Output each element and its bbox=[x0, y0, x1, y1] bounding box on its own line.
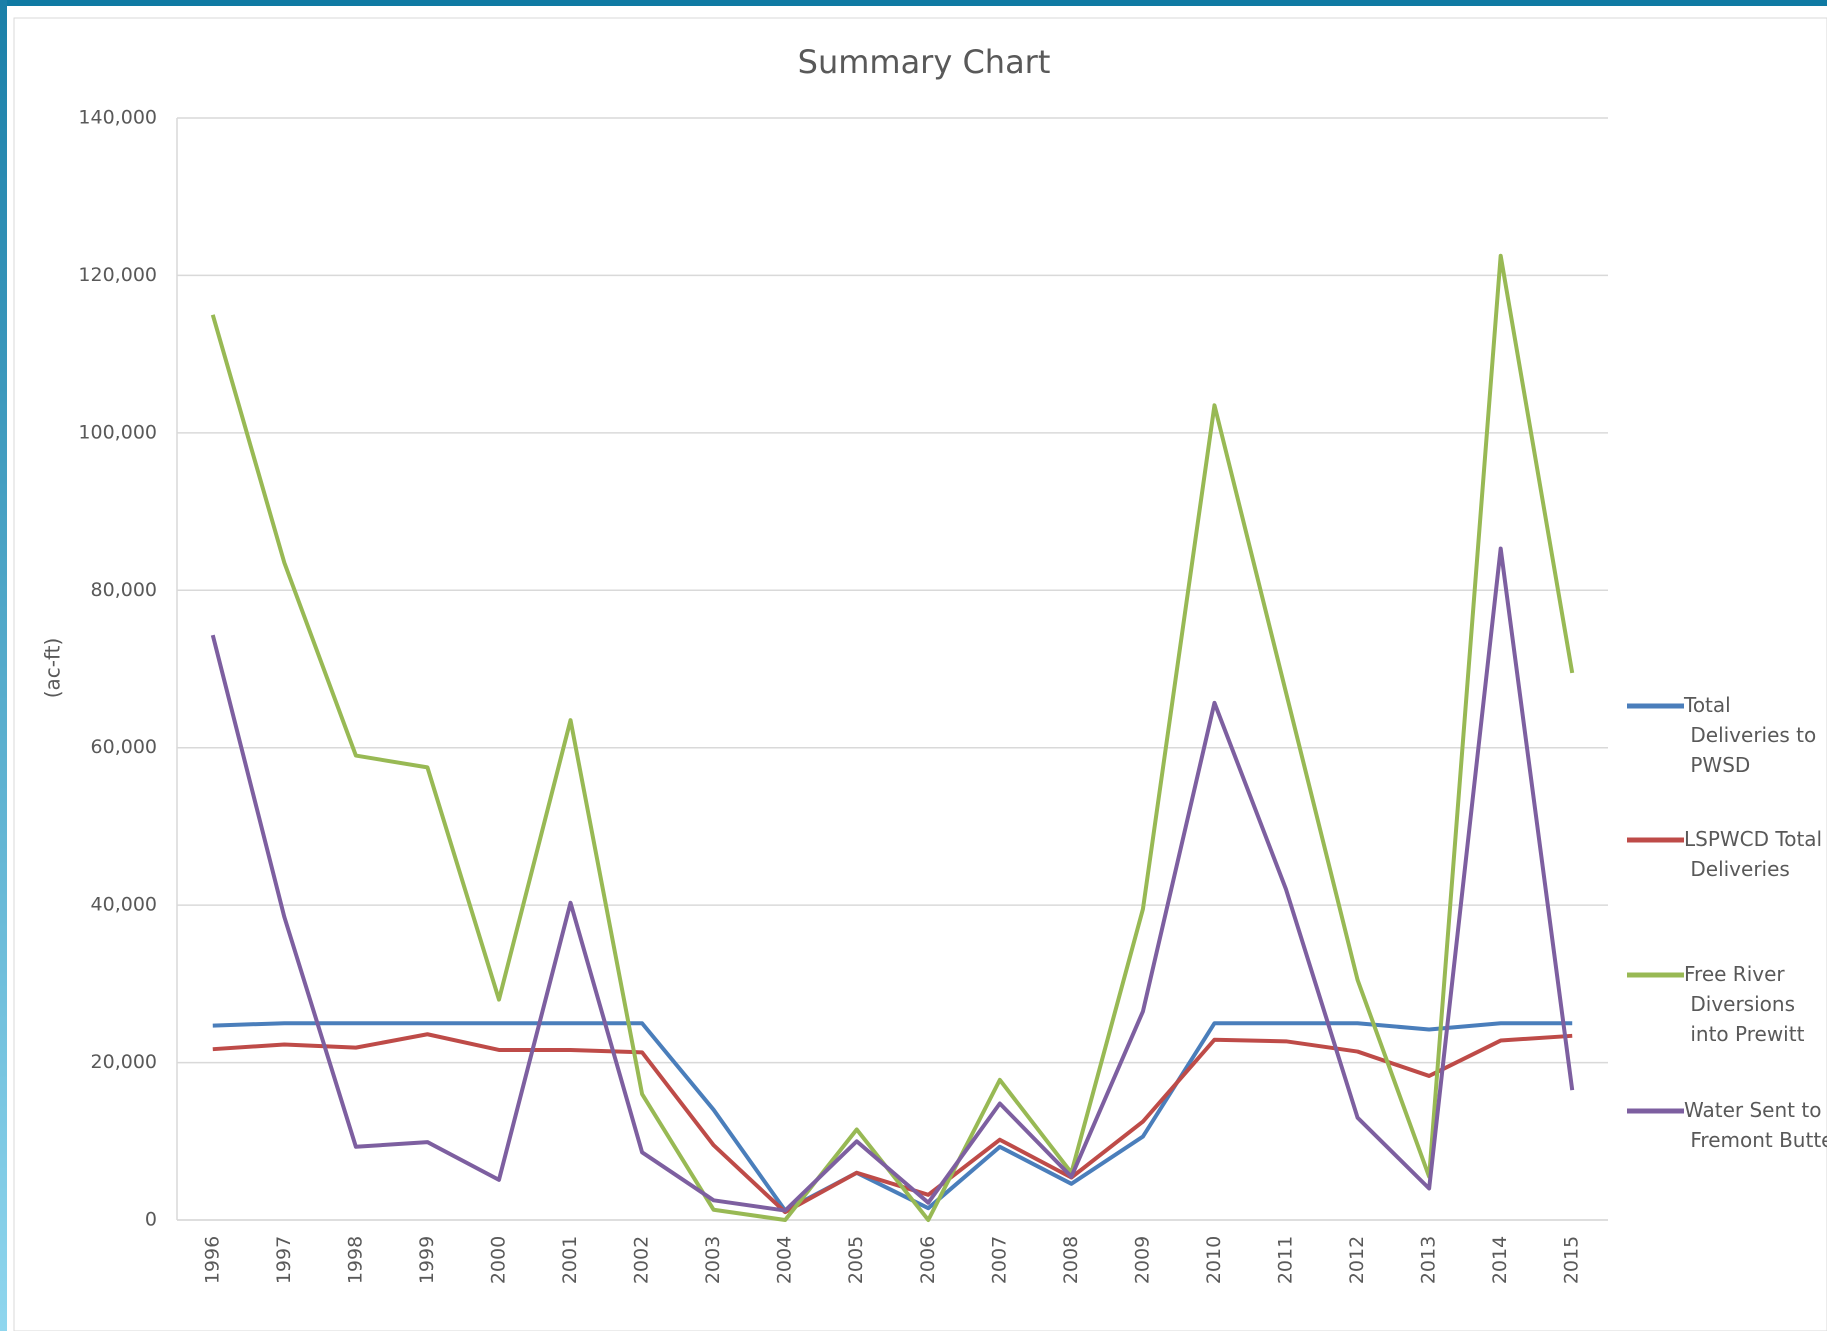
y-tick-label: 100,000 bbox=[78, 421, 157, 443]
x-tick-label: 2008 bbox=[1060, 1236, 1082, 1284]
legend-label: Total Deliveries to PWSD bbox=[1683, 693, 1816, 777]
y-tick-label: 40,000 bbox=[91, 894, 157, 916]
x-tick-label: 2012 bbox=[1346, 1236, 1368, 1284]
x-tick-label: 1996 bbox=[201, 1236, 223, 1284]
y-tick-label: 80,000 bbox=[91, 579, 157, 601]
x-tick-label: 2006 bbox=[917, 1236, 939, 1284]
x-tick-label: 2003 bbox=[702, 1236, 724, 1284]
legend-label: Free River Diversions into Prewitt bbox=[1684, 962, 1805, 1046]
series-line bbox=[210, 253, 1575, 1222]
x-tick-label: 2009 bbox=[1131, 1236, 1153, 1284]
y-tick-label: 60,000 bbox=[91, 736, 157, 758]
series-line bbox=[212, 1032, 1573, 1215]
series-line bbox=[210, 546, 1575, 1213]
left-border bbox=[0, 0, 7, 1331]
x-tick-label: 1997 bbox=[273, 1236, 295, 1284]
x-tick-label: 2001 bbox=[559, 1236, 581, 1284]
x-tick-label: 2007 bbox=[988, 1236, 1010, 1284]
x-tick-label: 2002 bbox=[631, 1236, 653, 1284]
chart-frame bbox=[13, 17, 1827, 1331]
y-tick-label: 0 bbox=[145, 1209, 157, 1231]
legend-label: LSPWCD Total Deliveries bbox=[1684, 827, 1822, 881]
x-tick-label: 2005 bbox=[845, 1236, 867, 1284]
x-tick-label: 2011 bbox=[1275, 1236, 1297, 1284]
x-tick-label: 2004 bbox=[774, 1236, 796, 1284]
y-tick-label: 20,000 bbox=[91, 1051, 157, 1073]
x-tick-label: 2013 bbox=[1418, 1236, 1440, 1284]
legend-label: Water Sent to Fremont Butte bbox=[1684, 1098, 1827, 1152]
y-tick-label: 120,000 bbox=[78, 264, 157, 286]
x-tick-label: 1998 bbox=[344, 1236, 366, 1284]
y-axis-label: (ac-ft) bbox=[41, 638, 65, 699]
series-line bbox=[212, 1021, 1573, 1213]
x-tick-label: 2000 bbox=[487, 1236, 509, 1284]
x-tick-label: 2015 bbox=[1561, 1236, 1583, 1284]
x-tick-label: 1999 bbox=[416, 1236, 438, 1284]
y-tick-label: 140,000 bbox=[78, 107, 157, 129]
top-border bbox=[0, 0, 1827, 6]
x-tick-label: 2014 bbox=[1489, 1236, 1511, 1284]
chart-title: Summary Chart bbox=[798, 43, 1051, 81]
x-tick-label: 2010 bbox=[1203, 1236, 1225, 1284]
